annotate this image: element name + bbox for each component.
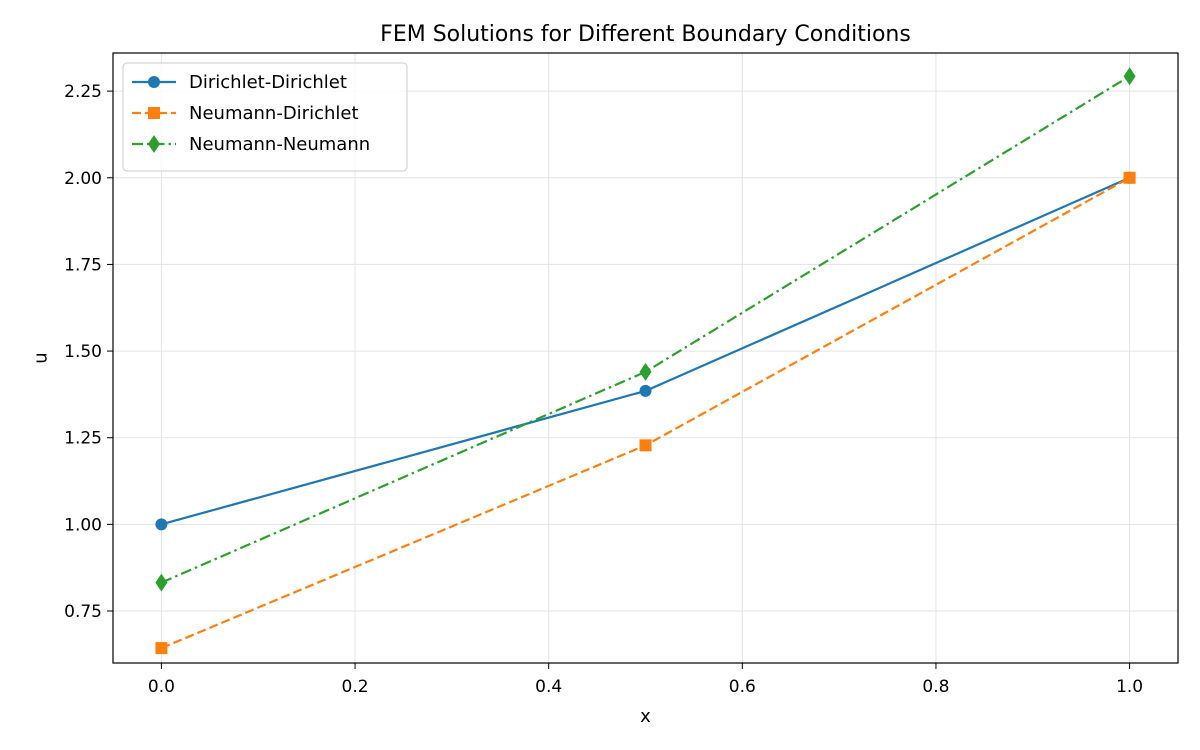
x-tick-label: 0.6 [729, 677, 756, 697]
x-axis-label: x [640, 706, 651, 727]
x-tick-label: 0.4 [535, 677, 562, 697]
data-point [1123, 171, 1136, 184]
data-point [639, 362, 652, 381]
y-tick-label: 1.25 [64, 429, 102, 449]
legend-marker [148, 135, 160, 153]
legend: Dirichlet-Dirichlet Neumann-Dirichlet Neum… [122, 62, 408, 172]
data-point [155, 518, 168, 531]
legend-marker [148, 76, 160, 88]
series-1 [155, 171, 1136, 655]
y-tick-label: 2.00 [64, 169, 102, 189]
legend-item-0: Dirichlet-Dirichlet [132, 72, 347, 93]
data-point [155, 642, 168, 655]
y-tick-label: 2.25 [64, 82, 102, 102]
legend-marker [148, 107, 160, 119]
legend-item-2: Neumann-Neumann [132, 134, 370, 155]
x-tick-label: 0.8 [922, 677, 949, 697]
grid [113, 53, 1178, 663]
y-tick-label: 1.75 [64, 255, 102, 275]
data-point [639, 439, 652, 452]
series-line [160, 75, 1131, 584]
data-point [639, 384, 652, 397]
legend-label: Neumann-Neumann [189, 134, 370, 155]
chart-title: FEM Solutions for Different Boundary Con… [380, 22, 911, 47]
plot-frame [112, 52, 1179, 664]
ticks: 0.0 0.2 0.4 0.6 0.8 1.0 0.75 1.00 1.25 1.50 1.75 2.… [64, 82, 1143, 697]
legend-label: Dirichlet-Dirichlet [189, 72, 347, 93]
data-point [1123, 67, 1136, 86]
legend-label: Neumann-Dirichlet [189, 103, 359, 124]
y-tick-label: 1.50 [64, 342, 102, 362]
x-tick-label: 1.0 [1116, 677, 1143, 697]
series-2 [155, 67, 1136, 592]
y-tick-label: 1.00 [64, 515, 102, 535]
x-tick-label: 0.0 [148, 677, 175, 697]
y-tick-label: 0.75 [64, 602, 102, 622]
y-axis-label: u [30, 352, 51, 363]
axes [112, 52, 1179, 664]
legend-box [122, 62, 408, 172]
data-point [155, 573, 168, 592]
legend-item-1: Neumann-Dirichlet [132, 103, 359, 124]
series-group [155, 67, 1136, 655]
x-tick-label: 0.2 [342, 677, 369, 697]
